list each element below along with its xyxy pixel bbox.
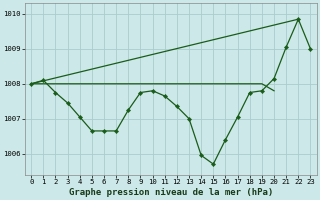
X-axis label: Graphe pression niveau de la mer (hPa): Graphe pression niveau de la mer (hPa)	[69, 188, 273, 197]
